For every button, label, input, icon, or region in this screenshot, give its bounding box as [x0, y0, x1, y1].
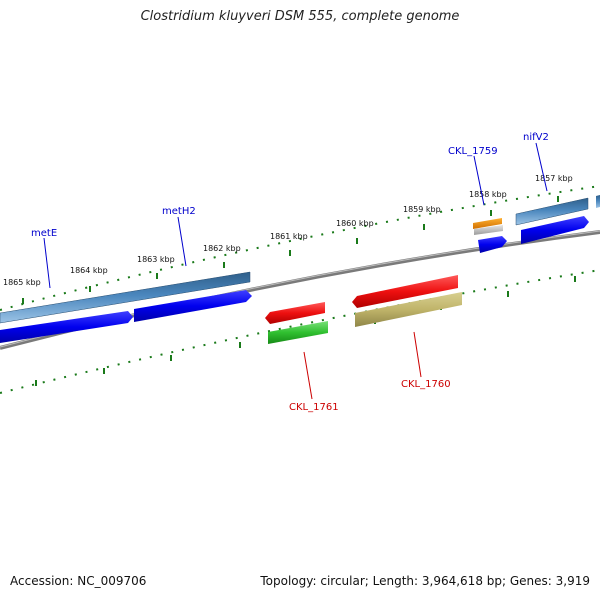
map-title: Clostridium kluyveri DSM 555, complete g…: [140, 9, 460, 24]
leader-metH2: [177, 216, 187, 267]
scale-label: 1862 kbp: [203, 244, 241, 253]
gene-bar-CKL_1759[interactable]: [473, 218, 502, 229]
upper-scale-ruler: [0, 185, 600, 311]
gene-label-metE[interactable]: metE: [31, 228, 57, 239]
gene-label-CKL_1759[interactable]: CKL_1759: [448, 146, 498, 157]
scale-label: 1863 kbp: [137, 255, 175, 264]
leader-nifV2: [535, 142, 548, 192]
scale-label: 1860 kbp: [336, 219, 374, 228]
label-leaders: [43, 142, 548, 400]
cds-arrow[interactable]: [0, 311, 133, 343]
leader-CKL_1759: [473, 155, 485, 206]
gene-label-metH2[interactable]: metH2: [162, 206, 196, 217]
gene-label-CKL_1760[interactable]: CKL_1760: [401, 379, 451, 390]
gene-bar-metE[interactable]: [0, 271, 251, 324]
leader-CKL_1761: [303, 351, 313, 400]
gene-sub-bar[interactable]: [474, 225, 503, 235]
scale-label: 1858 kbp: [469, 190, 507, 199]
gene-bar-green[interactable]: [268, 321, 328, 344]
gene-bar-nifV2[interactable]: [515, 197, 589, 226]
leader-CKL_1760: [413, 331, 422, 378]
gene-labels: metE metH2 CKL_1759 nifV2 CKL_1761 CKL_1…: [31, 132, 549, 413]
scale-label: 1864 kbp: [70, 266, 108, 275]
cds-arrow[interactable]: [134, 290, 252, 322]
scale-label: 1865 kbp: [3, 278, 41, 287]
leader-metE: [43, 237, 51, 289]
gene-bar-olive[interactable]: [355, 292, 462, 327]
scale-label: 1859 kbp: [403, 205, 441, 214]
gene-label-CKL_1761[interactable]: CKL_1761: [289, 402, 339, 413]
upper-major-ticks: [22, 196, 559, 304]
gene-bar-edge[interactable]: [596, 195, 600, 208]
scale-labels: 1865 kbp 1864 kbp 1863 kbp 1862 kbp 1861…: [3, 174, 573, 287]
cds-arrow[interactable]: [521, 216, 589, 244]
accession-text: Accession: NC_009706: [10, 574, 147, 588]
gene-label-nifV2[interactable]: nifV2: [523, 132, 549, 143]
cds-arrow[interactable]: [478, 236, 507, 253]
scale-label: 1857 kbp: [535, 174, 573, 183]
genome-summary-text: Topology: circular; Length: 3,964,618 bp…: [260, 574, 590, 588]
gene-bar-CKL_1760[interactable]: [352, 275, 458, 308]
gene-bar-CKL_1761[interactable]: [265, 302, 325, 324]
scale-label: 1861 kbp: [270, 232, 308, 241]
